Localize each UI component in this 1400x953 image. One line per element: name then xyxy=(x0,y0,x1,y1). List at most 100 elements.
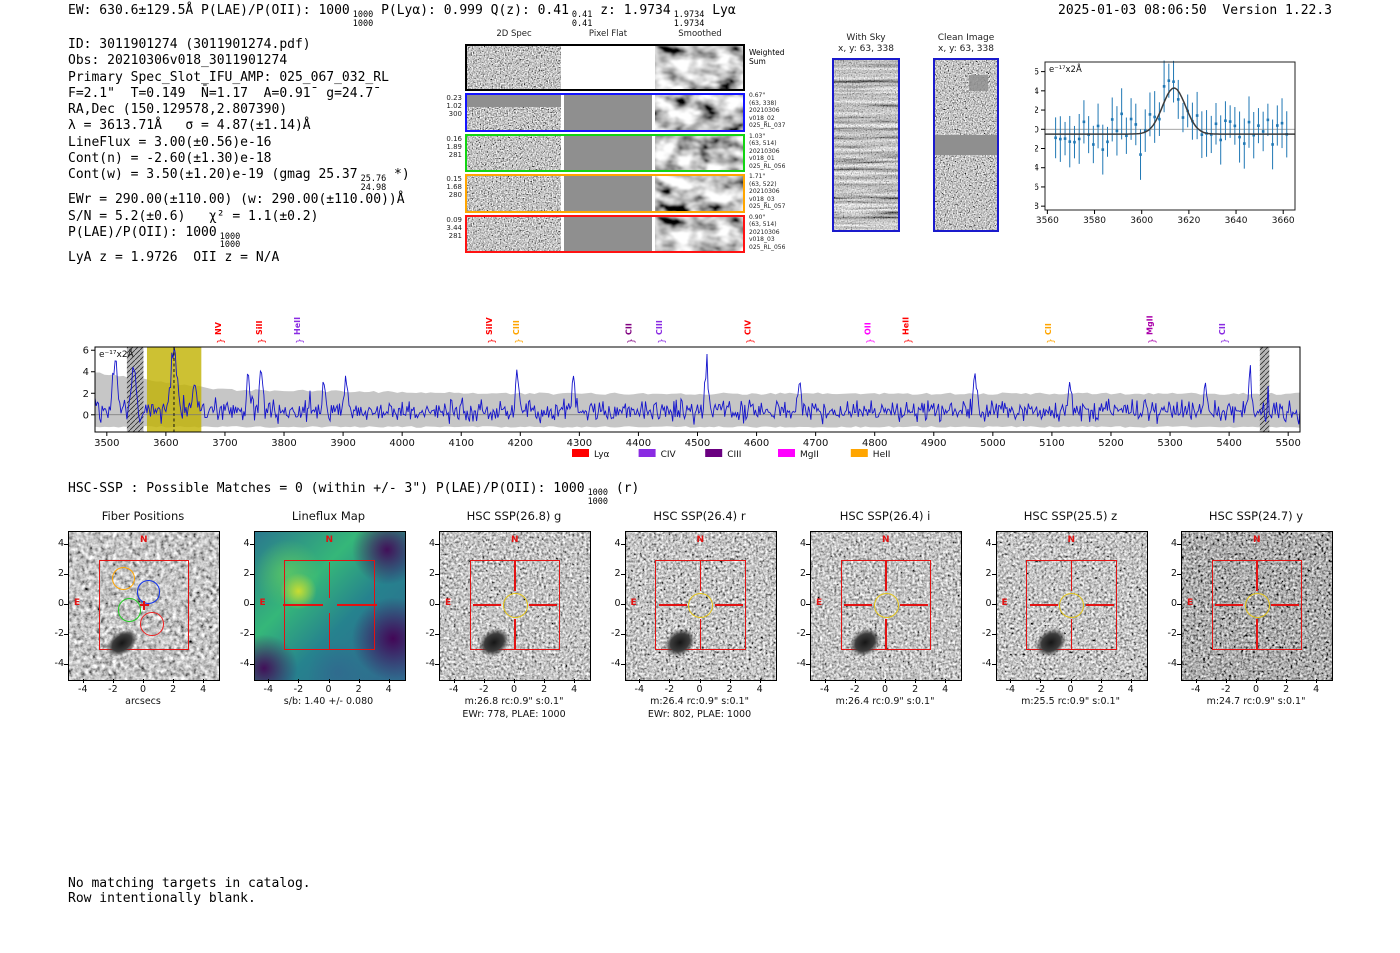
spec2d-noise xyxy=(467,216,561,251)
x-tick-mark xyxy=(1100,679,1102,683)
svg-text:4300: 4300 xyxy=(567,438,592,449)
x-tick-mark xyxy=(1256,679,1257,683)
y-tick-label: -4 xyxy=(54,658,64,670)
x-tick-mark xyxy=(388,679,390,683)
data-point xyxy=(1167,79,1171,82)
svg-text:5000: 5000 xyxy=(980,438,1005,449)
x-tick-mark xyxy=(298,679,300,683)
y-tick-label: -4 xyxy=(240,658,250,670)
stacked-fraction: 1.9734 1.9734 xyxy=(673,10,705,29)
x-tick-mark xyxy=(483,679,485,683)
svg-text:4500: 4500 xyxy=(685,438,710,449)
smoothed-noise xyxy=(655,46,743,89)
weighted-sum-row xyxy=(465,44,745,91)
x-tick-label: 2 xyxy=(541,684,548,695)
svg-text:-4: -4 xyxy=(1035,164,1039,174)
y-tick-label: -4 xyxy=(1167,658,1177,670)
data-point xyxy=(1271,143,1274,146)
svg-text:5100: 5100 xyxy=(1039,438,1064,449)
compass-north: N xyxy=(325,535,334,545)
aperture-circle xyxy=(502,592,528,618)
legend-swatch xyxy=(705,449,723,457)
aperture-circle xyxy=(1244,592,1270,618)
svg-text:3500: 3500 xyxy=(94,438,119,449)
emission-line-brace: { xyxy=(745,338,755,344)
y-tick-mark xyxy=(64,664,68,666)
y-tick-mark xyxy=(64,543,68,545)
x-tick-mark xyxy=(544,679,546,683)
y-tick-mark xyxy=(1177,543,1181,545)
cell-pixel-flat xyxy=(564,216,652,251)
y-tick-label: 2 xyxy=(57,567,64,579)
x-tick-label: 0 xyxy=(139,684,147,695)
info-line: λ = 3613.71Å σ = 4.87(±1.14)Å xyxy=(68,118,311,134)
right-label: (63, 522) xyxy=(749,180,777,188)
right-label: 0.90" xyxy=(749,213,766,221)
y-tick-mark xyxy=(1177,573,1181,575)
cell-2d-spec xyxy=(467,176,561,211)
crosshair-h xyxy=(473,604,501,606)
x-tick-label: 2 xyxy=(1097,684,1104,695)
aperture-circle xyxy=(873,592,899,618)
x-tick-mark xyxy=(358,679,360,683)
x-tick-label: -4 xyxy=(634,684,645,695)
crosshair-h xyxy=(282,604,323,606)
info-line: Obs: 20210306v018_3011901274 xyxy=(68,53,288,69)
cell-smoothed xyxy=(655,95,743,130)
spec2d-row-right-labels: 0.90" (63, 514) 20210306 v018_03 025_RL_056 xyxy=(749,214,797,252)
cutout-title: HSC SSP(25.5) z xyxy=(1023,509,1118,523)
emission-line-brace: { xyxy=(656,338,666,344)
x-tick-mark xyxy=(1130,679,1132,683)
cell-pixel-flat xyxy=(564,95,652,130)
spec2d-noise xyxy=(467,135,561,170)
y-tick-label: -2 xyxy=(1167,628,1177,640)
x-tick-mark xyxy=(173,679,175,683)
cell-2d-spec xyxy=(467,95,561,130)
y-tick-label: 2 xyxy=(614,567,621,579)
x-tick-mark xyxy=(885,679,886,683)
stacked-fraction: 25.76 24.98 xyxy=(360,174,387,193)
col-header-pixel-flat: Pixel Flat xyxy=(588,29,628,39)
spec2d-row-left-labels: 0.09 3.44 281 xyxy=(438,216,462,241)
compass-north: N xyxy=(882,535,890,545)
x-tick-mark xyxy=(574,679,576,683)
y-tick-mark xyxy=(991,664,996,666)
data-point xyxy=(1125,134,1128,138)
spec2d-fiber-row xyxy=(465,174,745,213)
svg-text:0: 0 xyxy=(1035,125,1039,135)
y-tick-mark xyxy=(435,634,439,636)
data-point xyxy=(1266,118,1270,122)
emission-line-label: CIV xyxy=(744,319,753,335)
y-tick-label: -4 xyxy=(611,658,621,670)
emission-line-brace: { xyxy=(215,338,225,344)
y-tick-mark xyxy=(991,634,996,636)
svg-text:3700: 3700 xyxy=(212,438,237,449)
crosshair-v xyxy=(885,560,887,591)
data-point xyxy=(1238,135,1241,139)
y-tick-label: 2 xyxy=(985,567,992,579)
clean-image xyxy=(933,58,999,232)
crosshair-v xyxy=(1070,619,1073,650)
fiber-circle xyxy=(111,566,136,591)
x-tick-label: -2 xyxy=(108,684,118,695)
x-tick-label: 2 xyxy=(912,684,919,695)
crosshair-v xyxy=(1256,560,1258,591)
data-point xyxy=(1139,153,1142,156)
svg-text:-2: -2 xyxy=(1035,144,1039,154)
crosshair-h xyxy=(1085,604,1114,606)
crosshair-h xyxy=(1215,604,1243,606)
x-tick-mark xyxy=(699,679,701,683)
right-label: v018_03 xyxy=(749,195,775,203)
compass-east: E xyxy=(1187,598,1194,608)
masked-region xyxy=(126,347,144,432)
y-tick-label: 4 xyxy=(614,537,621,549)
emission-line-label: CII xyxy=(1044,323,1053,335)
y-tick-mark xyxy=(806,604,810,605)
emission-line-brace: { xyxy=(256,338,266,344)
timestamp-version: 2025-01-03 08:06:50 Version 1.22.3 xyxy=(1000,3,1332,18)
spec2d-row-right-labels: 1.03" (63, 514) 20210306 v018_01 025_RL_056 xyxy=(749,133,797,171)
spec2d-fiber-row xyxy=(465,93,745,132)
